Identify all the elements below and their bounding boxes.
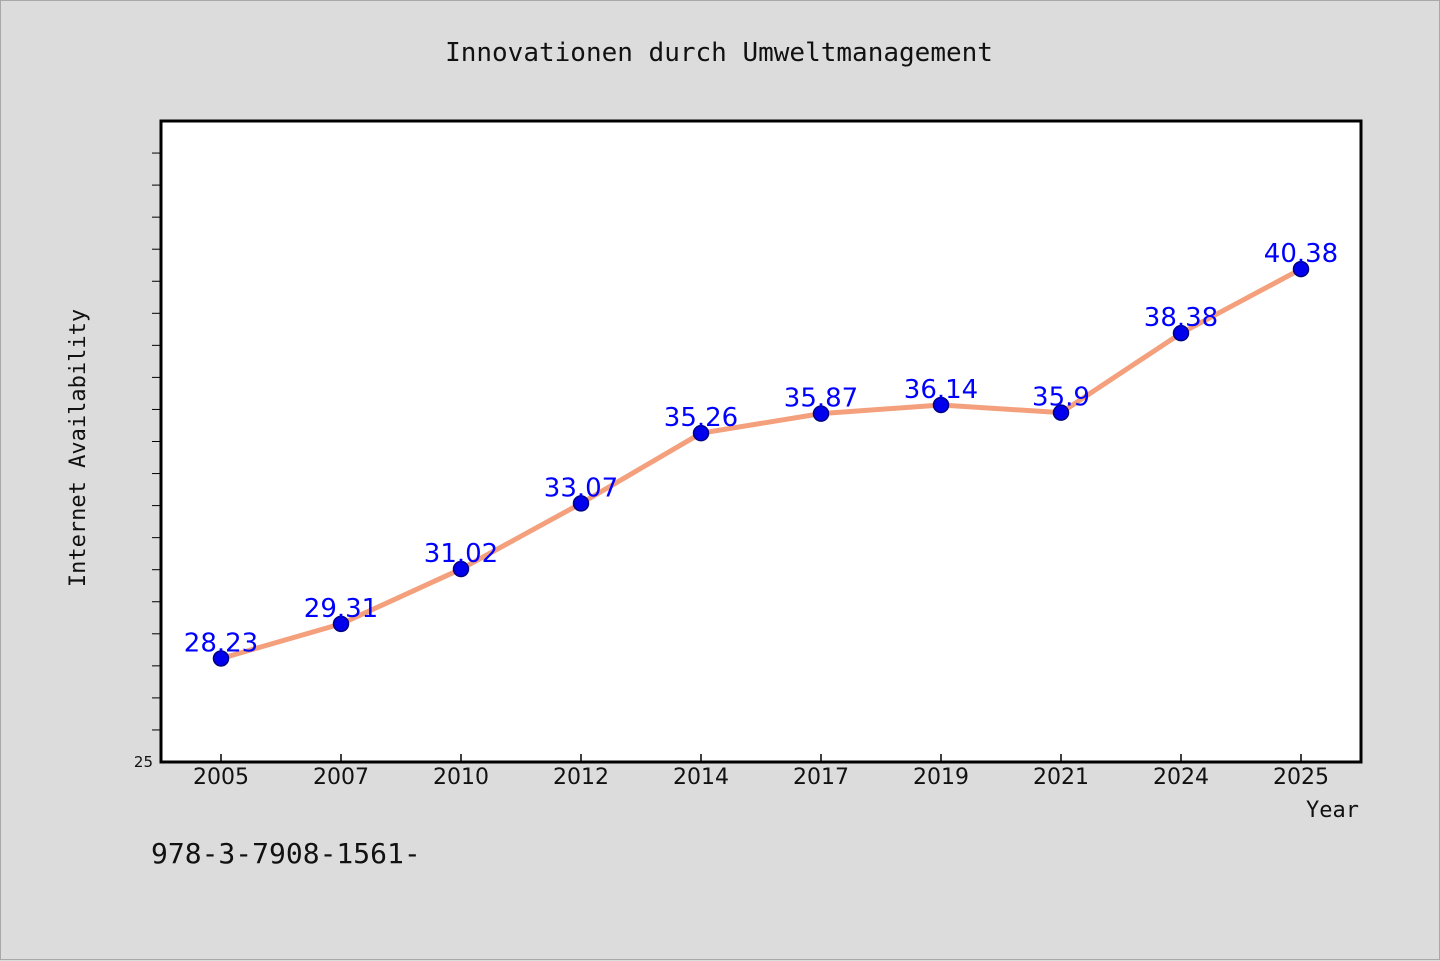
x-axis-ticks: 2005 2007 2010 2012 2014 2017 2019 2021 2024 2025 bbox=[193, 754, 1329, 790]
data-labels-layer: 28.23 29.31 31.02 33.07 35.26 35.87 36.14 35.9 3… bbox=[184, 239, 1338, 658]
data-label: 35.26 bbox=[664, 403, 738, 433]
x-tick-label: 2012 bbox=[553, 765, 609, 790]
data-point bbox=[1172, 324, 1190, 342]
chart-title: Innovationen durch Umweltmanagement bbox=[445, 38, 993, 68]
y-tick-label: 25 bbox=[134, 753, 153, 771]
y-axis-label: Internet Availability bbox=[66, 309, 91, 587]
data-point bbox=[452, 560, 470, 578]
series-line bbox=[218, 266, 1304, 661]
data-point bbox=[332, 615, 350, 633]
data-label: 36.14 bbox=[904, 375, 978, 405]
data-label: 28.23 bbox=[184, 628, 258, 658]
x-tick-label: 2024 bbox=[1153, 765, 1209, 790]
x-tick-label: 2005 bbox=[193, 765, 249, 790]
data-label: 38.38 bbox=[1144, 303, 1218, 333]
plot-area bbox=[159, 119, 1363, 764]
x-tick-label: 2010 bbox=[433, 765, 489, 790]
data-point bbox=[1292, 260, 1310, 278]
data-point bbox=[1052, 404, 1070, 421]
data-label: 29.31 bbox=[304, 594, 378, 624]
x-tick-label: 2014 bbox=[673, 765, 729, 790]
x-tick-label: 2007 bbox=[313, 765, 369, 790]
data-label: 31.02 bbox=[424, 539, 498, 569]
data-point bbox=[572, 495, 590, 512]
x-axis-label: Year bbox=[1306, 798, 1359, 823]
data-label: 35.87 bbox=[784, 384, 858, 414]
data-point bbox=[932, 396, 950, 414]
series-layer bbox=[212, 260, 1310, 667]
x-tick-label: 2017 bbox=[793, 765, 849, 790]
footer-text: 978-3-7908-1561- bbox=[151, 837, 421, 870]
x-tick-label: 2019 bbox=[913, 765, 969, 790]
data-label: 35.9 bbox=[1032, 383, 1090, 413]
x-tick-label: 2021 bbox=[1033, 765, 1089, 790]
data-label: 33.07 bbox=[544, 473, 618, 503]
x-tick-label: 2025 bbox=[1273, 765, 1329, 790]
data-point bbox=[212, 650, 230, 667]
data-point bbox=[692, 424, 710, 442]
y-axis-ticks: 25 bbox=[134, 152, 161, 771]
data-label: 40.38 bbox=[1264, 239, 1338, 269]
data-point bbox=[812, 405, 830, 422]
